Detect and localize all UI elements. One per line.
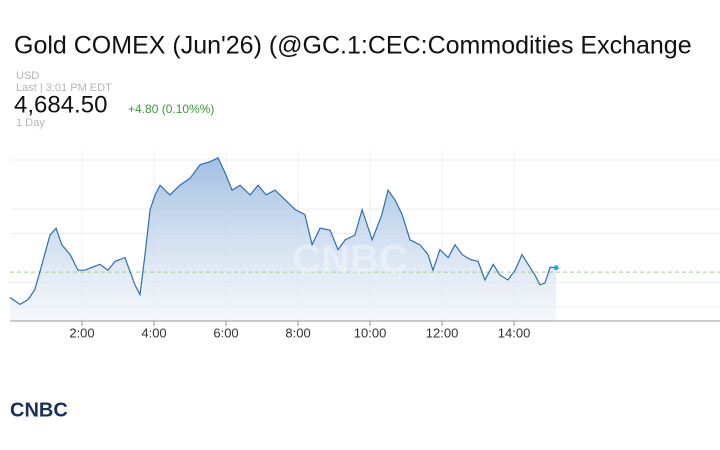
last-point bbox=[553, 265, 559, 271]
chart-title: Gold COMEX (Jun'26) (@GC.1:CEC:Commoditi… bbox=[14, 32, 692, 60]
x-tick-label: 6:00 bbox=[213, 325, 238, 340]
x-tick-label: 14:00 bbox=[498, 325, 531, 340]
x-tick-label: 8:00 bbox=[285, 325, 310, 340]
price-line bbox=[9, 156, 557, 306]
x-tick-label: 12:00 bbox=[426, 325, 459, 340]
plot bbox=[9, 150, 720, 321]
currency: USD bbox=[16, 70, 39, 82]
x-tick-label: 2:00 bbox=[69, 325, 94, 340]
x-tick-label: 10:00 bbox=[354, 325, 387, 340]
x-tick-label: 4:00 bbox=[141, 325, 166, 340]
change: +4.80 (0.10%%) bbox=[128, 102, 214, 116]
last-time: Last | 3:01 PM EDT bbox=[16, 82, 112, 94]
price: 4,684.50 bbox=[14, 91, 107, 118]
watermark: CNBC bbox=[292, 238, 408, 282]
area bbox=[10, 157, 557, 321]
logo: CNBC bbox=[10, 399, 68, 421]
period: 1 Day bbox=[16, 117, 45, 129]
